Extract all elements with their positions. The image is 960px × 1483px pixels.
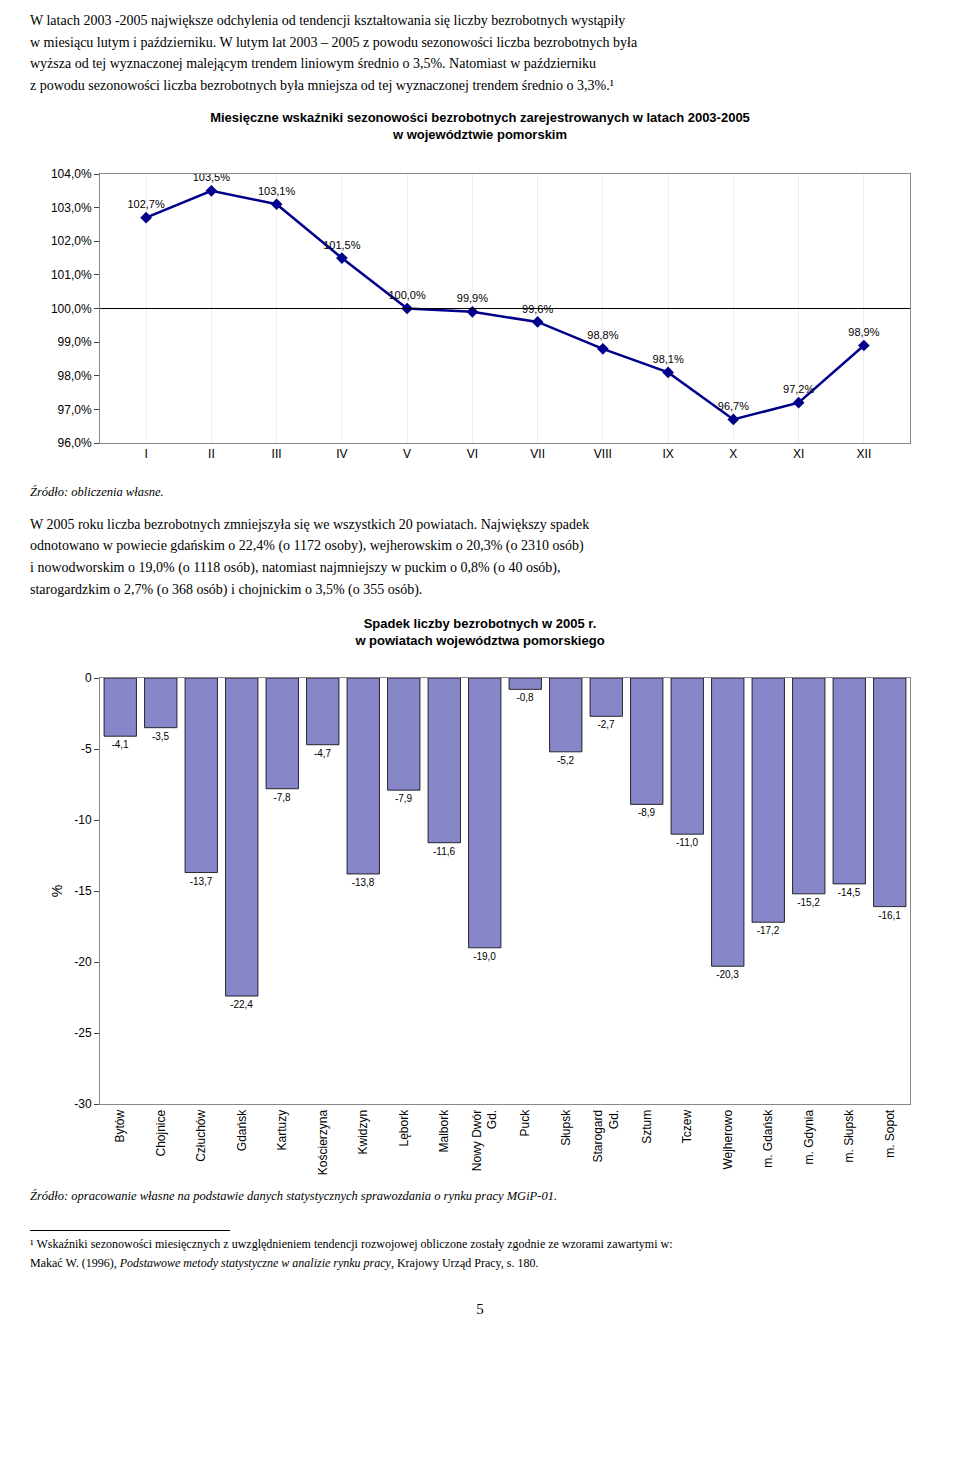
svg-text:Człuchów: Człuchów [194,1109,208,1161]
svg-text:-15: -15 [74,884,92,898]
html-text:wyższa od tej wyznaczonej male: wyższa od tej wyznaczonej malejącym tren… [30,56,596,72]
svg-text:-3,5: -3,5 [152,730,170,741]
svg-text:104,0%: 104,0% [51,167,92,181]
svg-text:II: II [208,447,215,461]
svg-text:-15,2: -15,2 [797,896,820,907]
svg-text:%: % [49,884,65,896]
html-text:starogardzkim o 2,7% (o 368 os: starogardzkim o 2,7% (o 368 osób) i choj… [30,581,423,597]
svg-text:Kościerzyna: Kościerzyna [316,1109,330,1175]
svg-text:100,0%: 100,0% [388,289,426,301]
html-text:i nowodworskim o 19,0% (o 1118: i nowodworskim o 19,0% (o 1118 osób), na… [30,560,561,576]
svg-text:StarogardGd.: StarogardGd. [591,1109,621,1162]
svg-text:98,9%: 98,9% [848,326,879,338]
svg-text:-7,9: -7,9 [395,793,413,804]
svg-text:-4,1: -4,1 [111,739,129,750]
svg-text:Nowy DwórGd.: Nowy DwórGd. [470,1109,500,1170]
svg-text:Puck: Puck [518,1108,532,1136]
html-text:Źródło: obliczenia własne.: Źródło: obliczenia własne. [30,484,164,499]
html-text:W 2005 roku liczba bezrobotnyc: W 2005 roku liczba bezrobotnych zmniejsz… [30,516,590,532]
svg-text:97,0%: 97,0% [58,402,92,416]
svg-text:-0,8: -0,8 [516,692,534,703]
svg-text:-19,0: -19,0 [473,950,496,961]
svg-text:0: 0 [85,671,92,685]
svg-text:-14,5: -14,5 [838,886,861,897]
svg-text:-10: -10 [74,813,92,827]
svg-text:m. Sopot: m. Sopot [883,1109,897,1158]
svg-text:VI: VI [467,447,478,461]
svg-text:m. Gdańsk: m. Gdańsk [761,1108,775,1167]
html-text:Źródło: opracowanie własne na: Źródło: opracowanie własne na podstawie … [30,1188,557,1203]
svg-text:Spadek liczby bezrobotnych w 2: Spadek liczby bezrobotnych w 2005 r.w po… [354,616,604,648]
svg-text:98,0%: 98,0% [58,369,92,383]
svg-text:Bytów: Bytów [113,1109,127,1142]
svg-text:Gdańsk: Gdańsk [235,1108,249,1150]
svg-text:99,0%: 99,0% [58,335,92,349]
svg-text:Sztum: Sztum [640,1109,654,1143]
svg-text:100,0%: 100,0% [51,301,92,315]
svg-text:-20: -20 [74,955,92,969]
svg-text:Malbork: Malbork [437,1108,451,1152]
svg-text:96,0%: 96,0% [58,436,92,450]
svg-text:XI: XI [793,447,804,461]
html-text:5: 5 [476,1300,484,1317]
svg-text:98,8%: 98,8% [587,329,618,341]
svg-text:-11,6: -11,6 [433,845,455,856]
svg-text:Kartuzy: Kartuzy [275,1109,289,1150]
svg-text:III: III [272,447,282,461]
svg-text:-8,9: -8,9 [638,807,656,818]
svg-text:-5,2: -5,2 [557,754,575,765]
svg-text:I: I [144,447,147,461]
svg-text:99,6%: 99,6% [522,302,553,314]
svg-text:-22,4: -22,4 [230,999,253,1010]
svg-text:-2,7: -2,7 [597,719,615,730]
svg-text:-25: -25 [74,1026,92,1040]
svg-text:103,1%: 103,1% [258,185,296,197]
svg-text:99,9%: 99,9% [457,292,488,304]
svg-text:97,2%: 97,2% [783,383,814,395]
svg-text:X: X [729,447,737,461]
html-text:z powodu sezonowości liczba be: z powodu sezonowości liczba bezrobotnych… [30,78,614,94]
svg-text:-20,3: -20,3 [716,969,739,980]
svg-text:96,7%: 96,7% [718,400,749,412]
svg-text:103,0%: 103,0% [51,201,92,215]
svg-text:Miesięczne wskaźniki sezonowoś: Miesięczne wskaźniki sezonowości bezrobo… [210,110,750,142]
svg-text:-13,7: -13,7 [190,875,213,886]
svg-text:-30: -30 [74,1097,92,1111]
svg-text:VII: VII [530,447,545,461]
svg-text:101,0%: 101,0% [51,268,92,282]
svg-text:VIII: VIII [594,447,612,461]
svg-text:102,0%: 102,0% [51,234,92,248]
svg-text:103,5%: 103,5% [193,171,231,183]
svg-text:-13,8: -13,8 [352,876,375,887]
svg-text:102,7%: 102,7% [127,198,165,210]
svg-text:Lębork: Lębork [397,1108,411,1146]
svg-text:-4,7: -4,7 [314,747,332,758]
svg-text:Słupsk: Słupsk [559,1108,573,1145]
svg-text:-17,2: -17,2 [757,925,780,936]
svg-text:-11,0: -11,0 [676,837,698,848]
svg-text:98,1%: 98,1% [653,353,684,365]
html-text:w miesiącu lutym i październik: w miesiącu lutym i październiku. W lutym… [30,34,638,50]
svg-text:101,5%: 101,5% [323,238,361,250]
svg-text:-16,1: -16,1 [878,909,901,920]
svg-text:IX: IX [662,447,673,461]
html-text:odnotowano w powiecie gdańskim: odnotowano w powiecie gdańskim o 22,4% (… [30,538,584,554]
svg-text:V: V [403,447,411,461]
svg-text:m. Gdynia: m. Gdynia [802,1109,816,1164]
svg-text:-7,8: -7,8 [273,791,291,802]
svg-text:m. Słupsk: m. Słupsk [842,1108,856,1162]
svg-text:-5: -5 [81,742,92,756]
svg-text:Kwidzyn: Kwidzyn [356,1109,370,1154]
svg-text:Tczew: Tczew [680,1109,694,1143]
html-text:Makać W. (1996), Podstawowe me: Makać W. (1996), Podstawowe metody staty… [30,1255,539,1270]
html-text:W latach 2003 -2005 największe: W latach 2003 -2005 największe odchyleni… [30,13,626,28]
svg-text:XII: XII [857,447,872,461]
svg-text:Wejherowo: Wejherowo [721,1109,735,1169]
html-text:¹ Wskaźniki sezonowości miesię: ¹ Wskaźniki sezonowości miesięcznych z u… [30,1236,673,1251]
svg-text:Chojnice: Chojnice [154,1109,168,1156]
svg-text:IV: IV [336,447,347,461]
